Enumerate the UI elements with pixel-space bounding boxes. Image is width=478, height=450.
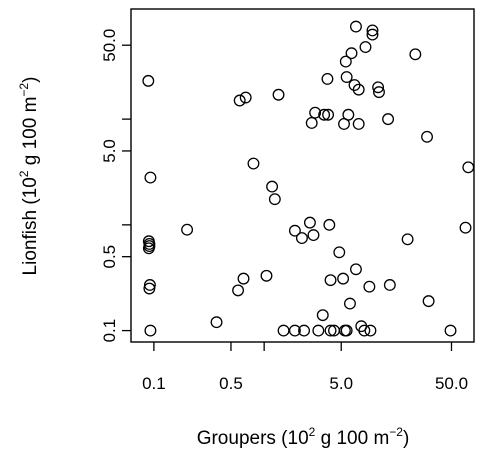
data-point: [366, 24, 379, 37]
data-point: [364, 324, 377, 337]
data-point: [363, 280, 376, 293]
y-axis-title: Lionfish (102 g 100 m−2): [17, 77, 41, 276]
data-point: [142, 74, 155, 87]
data-point: [342, 108, 355, 121]
x-tick-label: 0.5: [219, 374, 243, 393]
data-point: [233, 94, 246, 107]
x-tick-label: 0.1: [142, 374, 166, 393]
x-axis-title: Groupers (102 g 100 m−2): [197, 425, 410, 449]
data-point: [333, 246, 346, 259]
data-point: [421, 130, 433, 143]
data-point: [277, 324, 290, 337]
data-point: [247, 157, 260, 170]
data-point: [372, 81, 385, 94]
data-point: [350, 20, 362, 33]
data-point: [444, 324, 457, 337]
data-point: [366, 28, 379, 41]
data-point: [383, 279, 396, 291]
data-point: [345, 47, 358, 60]
data-point: [462, 161, 475, 174]
data-point: [305, 116, 318, 129]
y-tick-label: 0.1: [100, 319, 119, 343]
data-point: [352, 118, 365, 130]
data-point: [307, 229, 320, 242]
data-point: [344, 297, 356, 310]
data-point: [459, 221, 472, 234]
data-point: [350, 263, 362, 276]
data-point: [323, 218, 336, 231]
plot-frame: [130, 8, 475, 343]
data-point: [295, 232, 308, 245]
x-tick-label: 50.0: [435, 374, 468, 393]
data-point: [340, 324, 353, 337]
data-point: [422, 295, 435, 308]
data-point: [288, 324, 301, 337]
data-point: [144, 324, 157, 337]
data-point: [303, 216, 316, 229]
data-point: [358, 324, 371, 337]
y-tick-label: 5.0: [100, 139, 119, 163]
data-point: [359, 41, 372, 54]
data-points: [142, 20, 475, 337]
data-point: [232, 284, 245, 297]
data-point: [237, 272, 250, 285]
data-point: [316, 309, 329, 322]
data-point: [337, 272, 350, 285]
data-point: [322, 108, 335, 121]
data-point: [181, 223, 194, 236]
data-point: [373, 86, 385, 99]
data-point: [409, 48, 422, 61]
data-point: [266, 180, 279, 193]
data-point: [142, 235, 155, 248]
data-point: [352, 83, 365, 96]
y-tick-label: 0.5: [100, 245, 119, 269]
data-point: [324, 274, 337, 287]
data-point: [312, 324, 325, 337]
data-point: [210, 316, 223, 329]
data-point: [309, 106, 322, 119]
data-point: [339, 55, 352, 68]
data-point: [260, 269, 273, 282]
data-point: [401, 233, 414, 246]
data-point: [298, 324, 310, 337]
data-point: [382, 113, 395, 126]
y-axis: 0.1 0.5 5.0 50.0: [100, 29, 131, 343]
y-tick-label: 50.0: [100, 29, 119, 62]
data-point: [324, 324, 337, 337]
data-point: [239, 91, 252, 104]
data-point: [348, 79, 361, 91]
data-point: [144, 171, 157, 184]
x-axis: 0.1 0.5 5.0 50.0: [142, 342, 468, 393]
data-point: [268, 193, 281, 206]
data-point: [321, 72, 334, 85]
data-point: [143, 279, 156, 291]
data-point: [318, 108, 331, 121]
data-point: [272, 88, 285, 101]
x-tick-label: 5.0: [329, 374, 353, 393]
data-point: [340, 71, 353, 83]
data-point: [288, 224, 301, 237]
